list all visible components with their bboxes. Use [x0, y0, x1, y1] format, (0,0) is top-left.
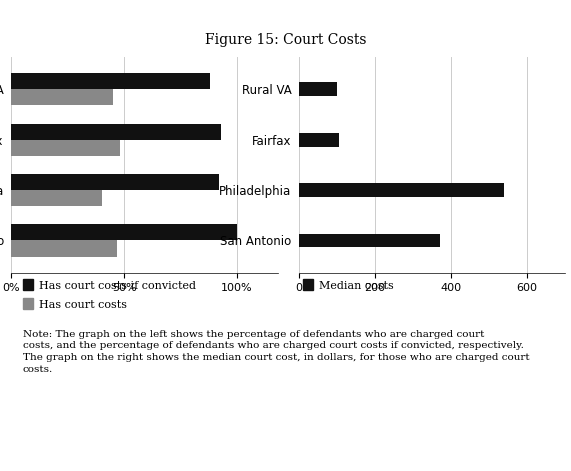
Bar	[299, 133, 339, 146]
Bar	[11, 174, 219, 190]
Bar	[299, 234, 440, 247]
Bar	[11, 140, 120, 156]
Bar	[11, 224, 237, 240]
Bar	[11, 240, 118, 257]
Text: Has court costs if convicted: Has court costs if convicted	[39, 281, 196, 291]
Text: Median costs: Median costs	[319, 281, 393, 291]
Bar	[299, 82, 337, 96]
Text: Note: The graph on the left shows the percentage of defendants who are charged c: Note: The graph on the left shows the pe…	[23, 330, 529, 374]
Bar	[299, 183, 504, 197]
Text: Has court costs: Has court costs	[39, 300, 127, 310]
Bar	[11, 89, 113, 106]
Text: Figure 15: Court Costs: Figure 15: Court Costs	[205, 33, 366, 47]
Bar	[11, 123, 222, 140]
Bar	[11, 190, 102, 206]
Bar	[11, 73, 210, 89]
